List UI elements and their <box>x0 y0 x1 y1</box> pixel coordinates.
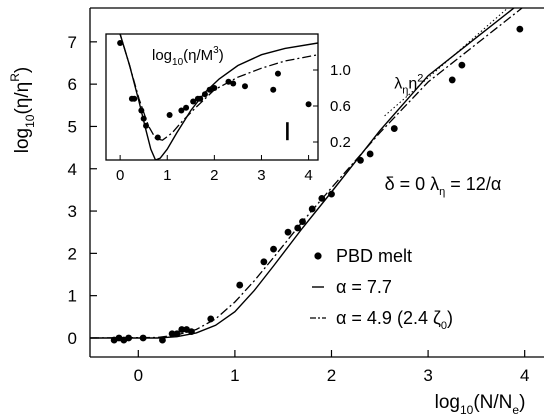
series-line-line-dashdot <box>90 8 524 339</box>
inset-frame <box>105 33 319 161</box>
x-tick-label: 4 <box>520 366 529 385</box>
inset-x-tick-label: 0 <box>116 167 124 184</box>
inset-data-point <box>230 80 237 87</box>
y-tick-label: 7 <box>68 33 77 52</box>
inset-x-tick-label: 3 <box>257 167 265 184</box>
y-tick-label: 1 <box>68 287 77 306</box>
y-tick-label: 5 <box>68 117 77 136</box>
inset-data-point <box>211 85 218 91</box>
inset-y-tick-label: 0.6 <box>330 98 351 115</box>
inset-plot-area <box>117 34 318 160</box>
x-tick-label: 3 <box>423 366 432 385</box>
inset-data-point <box>305 101 312 108</box>
legend-marker-pbd-melt <box>314 252 322 260</box>
inset-line-line-solid <box>119 34 318 160</box>
annotation-lambda-n2: ληn2 <box>394 72 423 96</box>
data-point-pbd-melt <box>458 61 466 69</box>
inset-data-point <box>178 107 185 114</box>
data-point-pbd-melt <box>448 76 456 84</box>
series-line-line-solid <box>90 8 516 339</box>
data-point-pbd-melt <box>308 205 316 213</box>
inset-x-tick-label: 1 <box>163 167 171 184</box>
y-tick-label: 6 <box>68 75 77 94</box>
data-point-pbd-melt <box>516 25 524 33</box>
legend-entry: PBD melt <box>336 246 412 266</box>
inset-x-tick-label: 4 <box>304 167 312 184</box>
inset-title: log10(η/M3) <box>152 45 224 68</box>
inset-data-point <box>201 91 208 98</box>
x-tick-label: 1 <box>230 366 239 385</box>
inset-data-point <box>183 104 190 111</box>
y-axis-label: log10(η/ηR) <box>8 67 37 153</box>
x-tick-label: 2 <box>327 366 336 385</box>
inset-y-tick-label: 1.0 <box>330 62 351 79</box>
data-point-pbd-melt <box>260 258 268 266</box>
data-point-pbd-melt <box>357 156 364 164</box>
inset-data-point <box>274 70 281 77</box>
y-tick-label: 4 <box>68 160 77 179</box>
y-tick-label: 2 <box>68 244 77 263</box>
y-tick-label: 3 <box>68 202 77 221</box>
legend-entry: α = 7.7 <box>336 277 392 297</box>
inset-x-tick-label: 2 <box>210 167 218 184</box>
annotation-delta-lambda: δ = 0 λη = 12/α <box>385 174 502 198</box>
data-point-pbd-melt <box>178 326 186 333</box>
data-point-pbd-melt <box>270 245 277 253</box>
data-point-pbd-melt <box>366 150 374 158</box>
inset-y-tick-label: 0.2 <box>330 134 351 151</box>
inset-data-point <box>166 112 173 118</box>
inset-data-point <box>206 86 213 93</box>
main-plot-area <box>90 8 524 344</box>
inset-line-line-dashdot <box>119 34 318 141</box>
inset-data-point <box>241 83 248 90</box>
x-axis-label: log10(N/Ne) <box>435 392 526 417</box>
x-tick-label: 0 <box>134 366 143 385</box>
data-point-pbd-melt <box>284 228 292 236</box>
inset-data-point <box>190 98 197 105</box>
data-point-pbd-melt <box>236 281 244 289</box>
y-tick-label: 0 <box>68 329 77 348</box>
inset-data-point <box>131 95 138 102</box>
data-point-pbd-melt <box>390 125 398 132</box>
legend-entry: α = 4.9 (2.4 ζ0) <box>336 308 453 332</box>
data-point-pbd-melt <box>328 190 335 198</box>
inset-data-point <box>270 86 277 93</box>
